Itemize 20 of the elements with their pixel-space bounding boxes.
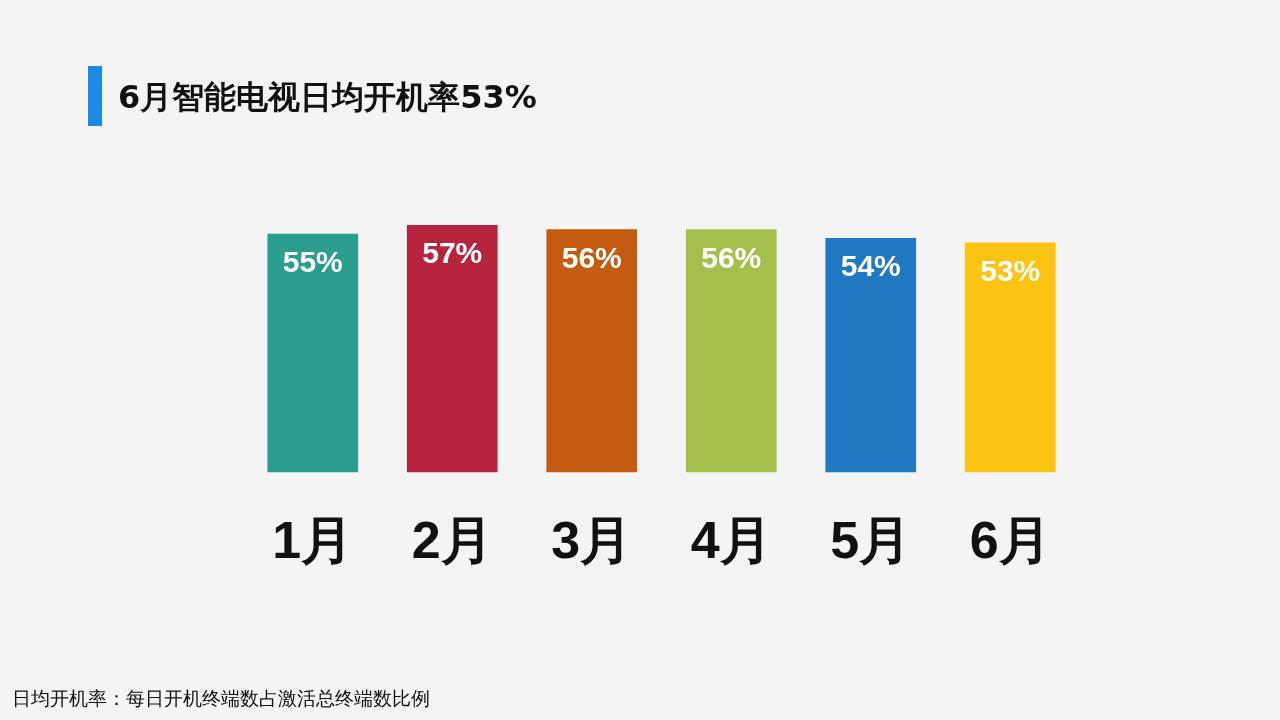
x-tick-label: 6月 [969,511,1051,570]
bar [406,225,498,473]
x-tick-label: 3月 [551,511,633,570]
x-tick-label: 5月 [830,511,912,570]
bar [964,242,1056,473]
x-tick-label: 1月 [272,511,354,570]
data-label: 56% [561,240,622,274]
x-tick-label: 4月 [690,511,772,570]
text: 日均开机率：每日开机终端数占激活总终端数比例 [12,686,430,711]
bar [685,229,777,473]
data-label: 56% [701,240,762,274]
x-tick-label: 2月 [411,511,493,570]
data-label: 57% [422,236,483,270]
bar [267,233,359,473]
bar [546,229,638,473]
data-label: 54% [840,249,901,283]
data-label: 53% [980,253,1041,287]
bar [825,238,917,473]
data-label: 55% [282,244,343,278]
chart-title: 6月智能电视日均开机率53% [118,77,537,118]
